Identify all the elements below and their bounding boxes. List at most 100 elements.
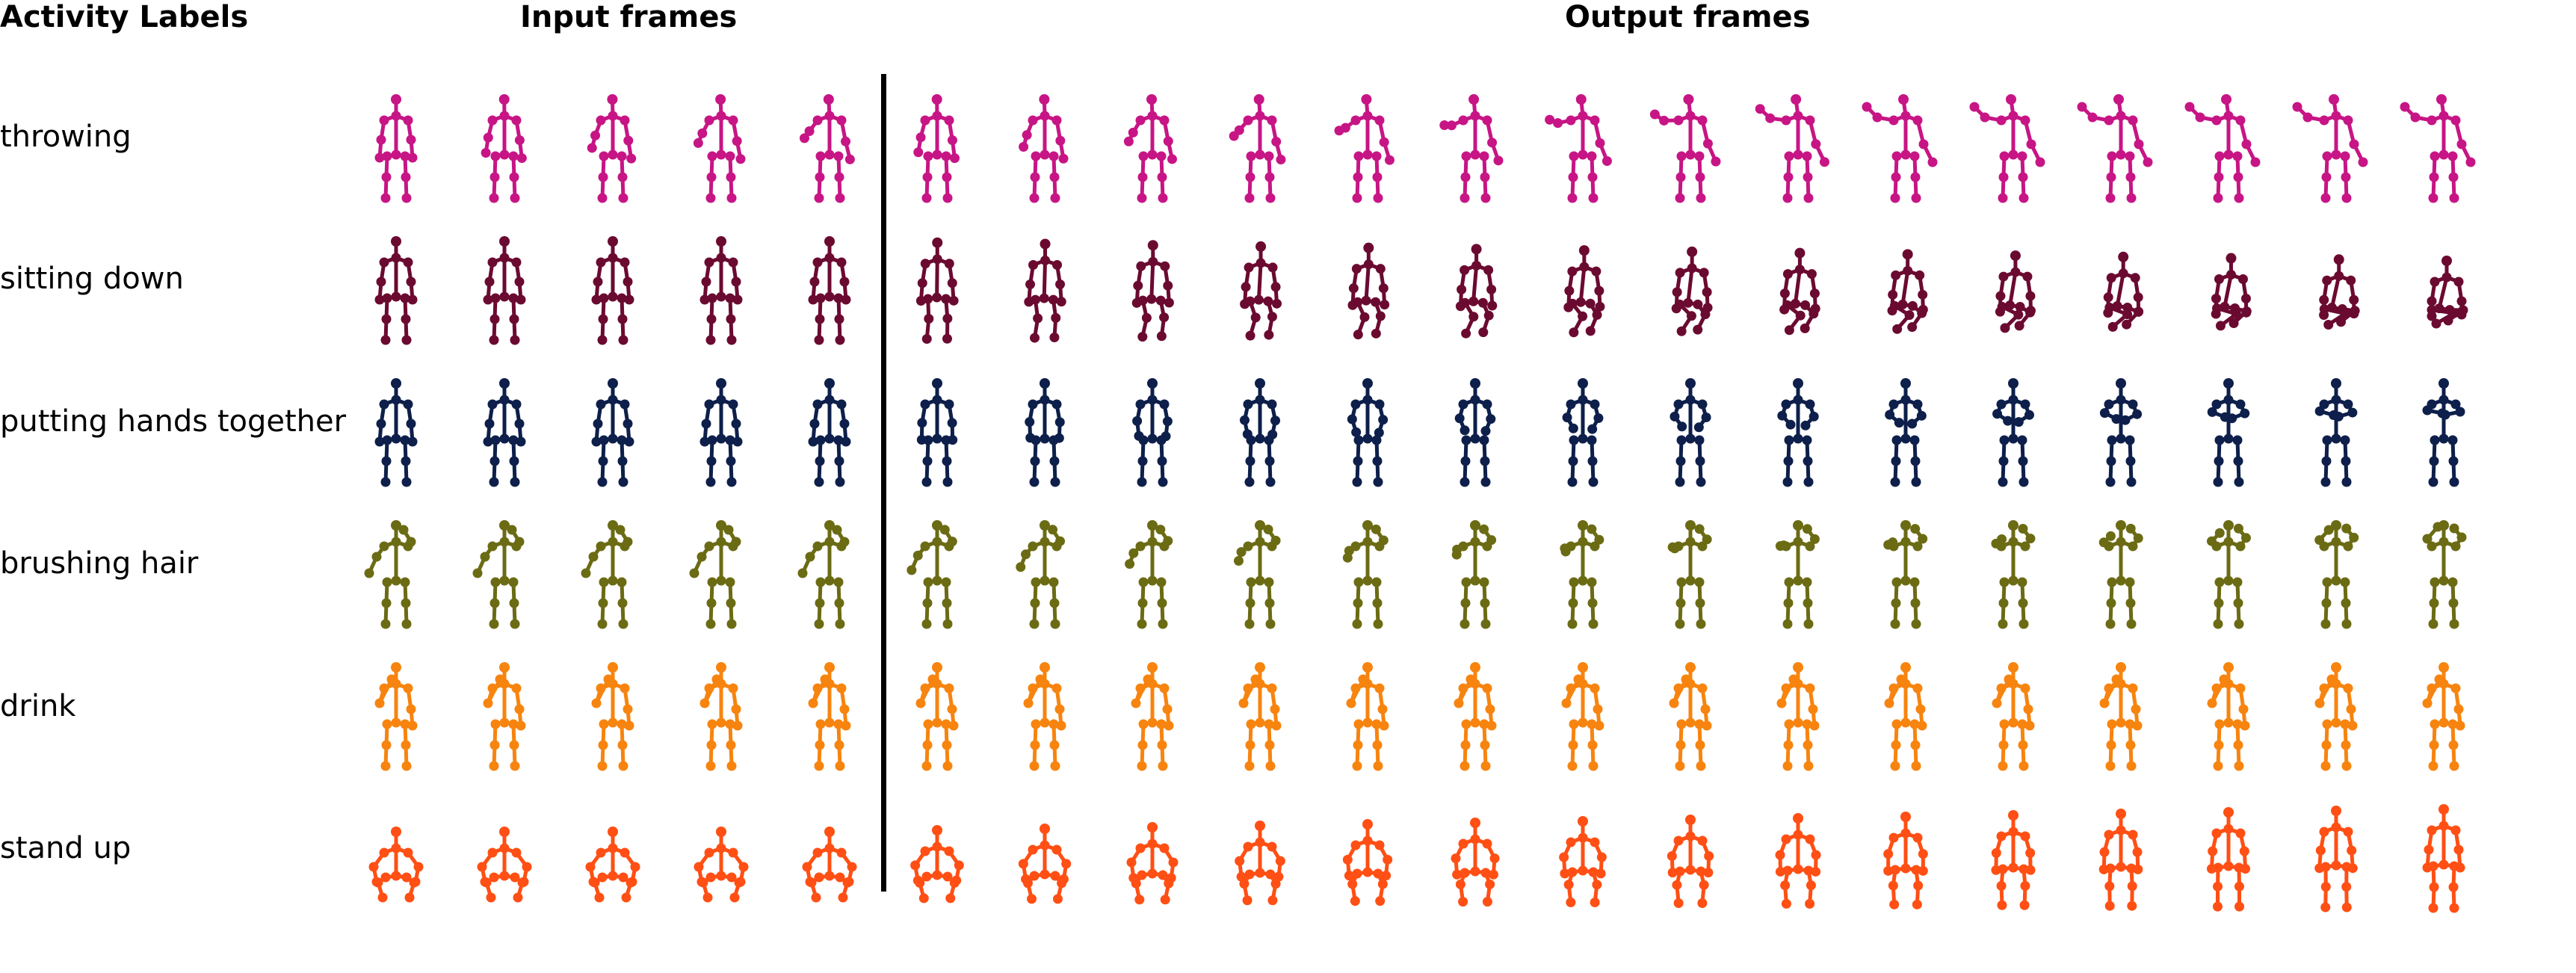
skeleton-joint <box>1039 293 1049 303</box>
skeleton-joint <box>2020 831 2030 841</box>
skeleton-joint <box>1697 835 1708 846</box>
skeleton-joint <box>2241 306 2252 317</box>
skeleton-joint <box>2132 409 2143 419</box>
skeleton-joint <box>597 193 608 203</box>
skeleton-joint <box>2125 172 2136 182</box>
skeleton-joint <box>1811 850 1821 860</box>
skeleton-joint <box>1030 333 1040 343</box>
skeleton-joint <box>1156 719 1167 729</box>
skeleton-joint <box>1159 843 1170 853</box>
skeleton-joint <box>596 115 606 126</box>
skeleton-joint <box>704 257 714 268</box>
skeleton-joint <box>2449 193 2459 203</box>
skeleton-joint <box>1694 524 1705 534</box>
skeleton-input-3-0 <box>364 520 416 629</box>
skeleton-joint <box>2240 533 2251 543</box>
skeleton-joint <box>1052 259 1063 270</box>
skeleton-joint <box>1904 310 1915 321</box>
skeleton-joint <box>486 892 496 903</box>
skeleton-joint <box>499 253 510 263</box>
skeleton-joint <box>608 537 618 547</box>
skeleton-joint <box>2429 598 2439 608</box>
skeleton-joint <box>2008 520 2019 531</box>
skeleton-joint <box>617 151 627 161</box>
skeleton-joint <box>2430 577 2440 587</box>
skeleton-joint <box>1578 537 1588 547</box>
skeleton-joint <box>403 683 413 694</box>
skeleton-joint <box>1372 740 1383 750</box>
skeleton-joint <box>1347 879 1358 889</box>
skeleton-joint <box>2331 111 2341 121</box>
skeleton-joint <box>1055 135 1066 146</box>
skeleton-joint <box>483 436 493 447</box>
skeleton-joint <box>406 537 416 547</box>
skeleton-joint <box>1479 577 1489 587</box>
skeleton-joint <box>489 872 499 883</box>
skeleton-joint <box>921 871 932 882</box>
skeleton-joint <box>1889 300 1900 311</box>
skeleton-joint <box>1255 149 1265 160</box>
skeleton-joint <box>2116 537 2126 547</box>
skeleton-joint <box>1900 111 1911 121</box>
skeleton-output-2-1 <box>1025 378 1065 487</box>
skeleton-joint <box>1782 193 1793 203</box>
skeleton-joint <box>1157 456 1167 466</box>
skeleton-joint <box>1585 326 1596 336</box>
skeleton-joint <box>1040 869 1050 880</box>
skeleton-joint <box>1027 894 1037 904</box>
skeleton-joint <box>735 154 746 164</box>
skeleton-joint <box>1159 115 1170 126</box>
skeleton-joint <box>2223 717 2234 728</box>
skeleton-joint <box>1137 598 1148 608</box>
skeleton-joint <box>716 520 726 531</box>
skeleton-joint <box>1675 477 1685 487</box>
skeleton-joint <box>948 720 959 731</box>
skeleton-joint <box>499 662 510 673</box>
skeleton-joint <box>1048 294 1058 305</box>
skeleton-joint <box>1236 547 1247 557</box>
skeleton-joint <box>516 436 526 447</box>
skeleton-joint <box>2017 435 2027 445</box>
skeleton-joint <box>2448 598 2459 608</box>
skeleton-joint <box>1480 619 1491 629</box>
skeleton-joint <box>815 314 825 324</box>
skeleton-joint <box>915 698 926 708</box>
skeleton-output-3-0 <box>906 520 957 629</box>
skeleton-joint <box>2230 303 2240 314</box>
skeleton-joint <box>591 698 602 708</box>
skeleton-joint <box>1057 878 1067 889</box>
skeleton-joint <box>1573 674 1584 685</box>
skeleton-joint <box>1560 546 1571 557</box>
skeleton-joint <box>1809 720 1820 731</box>
skeleton-joint <box>833 151 844 161</box>
skeleton-joint <box>516 720 526 731</box>
skeleton-joint <box>1900 662 1911 673</box>
skeleton-joint <box>596 257 606 268</box>
skeleton-joint <box>1162 416 1173 427</box>
skeleton-joint <box>379 399 389 410</box>
skeleton-joint <box>499 433 510 444</box>
skeleton-joint <box>376 135 386 145</box>
skeleton-joint <box>1362 575 1373 586</box>
skeleton-joint <box>1348 283 1359 294</box>
skeleton-joint <box>2212 901 2223 912</box>
skeleton-joint <box>731 704 741 714</box>
skeleton-joint <box>1590 683 1600 694</box>
skeleton-joint <box>2221 94 2231 105</box>
skeleton-joint <box>2449 903 2459 913</box>
skeleton-joint <box>2122 319 2132 330</box>
skeleton-joint <box>812 847 823 858</box>
skeleton-joint <box>2235 399 2246 410</box>
skeleton-joint <box>698 877 708 888</box>
skeleton-joint <box>1270 704 1280 714</box>
skeleton-joint <box>1676 326 1687 336</box>
skeleton-joint <box>1049 172 1060 182</box>
skeleton-joint <box>509 172 519 182</box>
skeleton-joint <box>1040 662 1050 673</box>
skeleton-joint <box>379 683 389 694</box>
skeleton-joint <box>1575 94 1587 105</box>
skeleton-joint <box>2223 395 2234 405</box>
skeleton-joint <box>2020 115 2030 126</box>
skeleton-joint <box>1470 111 1480 121</box>
skeleton-joint <box>1458 115 1468 126</box>
